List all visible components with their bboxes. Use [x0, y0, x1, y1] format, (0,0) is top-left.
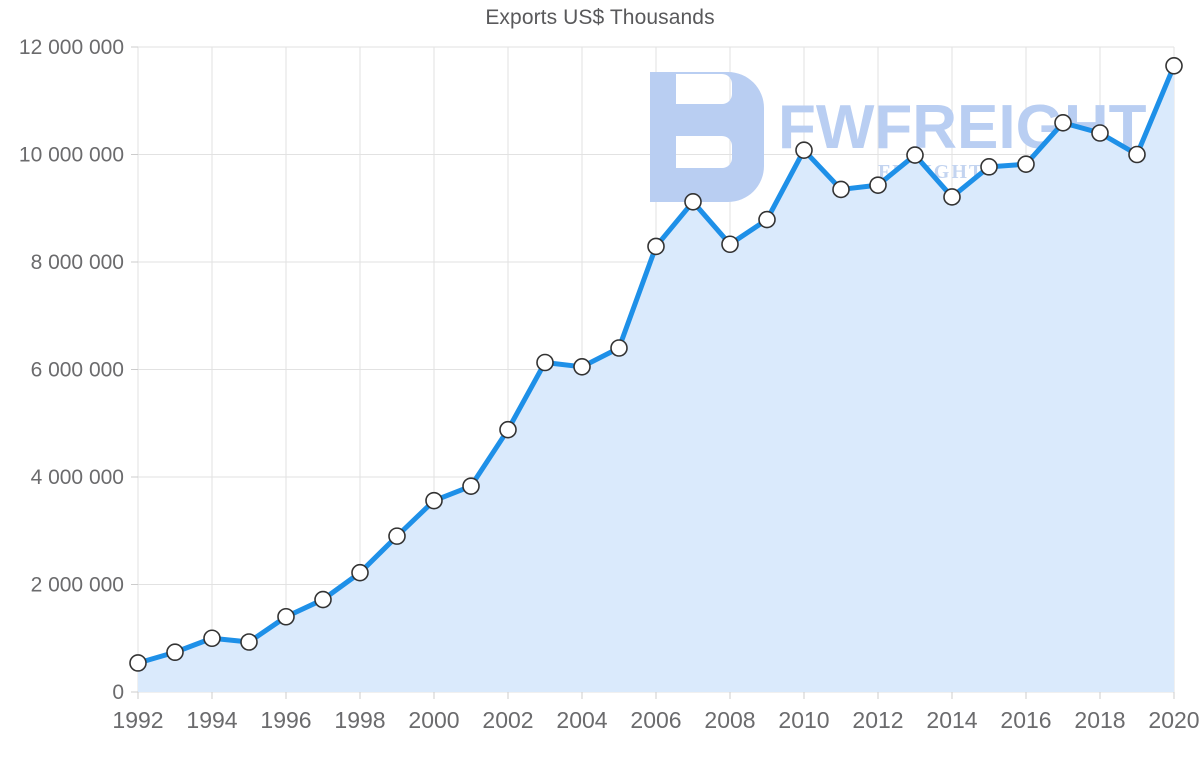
y-tick-label: 4 000 000 — [31, 466, 124, 489]
x-tick-label: 2010 — [778, 707, 829, 733]
x-tick-label: 2012 — [852, 707, 903, 733]
data-point-marker[interactable] — [1017, 155, 1035, 173]
data-point-marker[interactable] — [536, 353, 554, 372]
x-tick-label: 2004 — [556, 707, 607, 733]
data-point-marker[interactable] — [1054, 113, 1072, 132]
data-point-marker[interactable] — [610, 339, 628, 357]
y-axis: 12 000 000 10 000 000 8 000 000 6 000 000 4 … — [19, 36, 138, 704]
data-point-marker[interactable] — [1128, 145, 1146, 164]
data-point-marker[interactable] — [1091, 124, 1109, 142]
data-point-marker[interactable] — [758, 210, 776, 229]
data-point-marker[interactable] — [388, 527, 406, 545]
data-point-marker[interactable] — [203, 629, 221, 648]
area-fill — [138, 65, 1174, 692]
y-tick-label: 8 000 000 — [31, 251, 124, 274]
x-tick-label: 2008 — [704, 707, 755, 733]
x-tick-label: 1996 — [260, 707, 311, 733]
data-point-marker[interactable] — [462, 477, 480, 495]
data-point-marker[interactable] — [425, 491, 443, 510]
data-point-marker[interactable] — [943, 188, 961, 206]
data-point-marker[interactable] — [240, 633, 258, 651]
data-point-marker[interactable] — [573, 358, 591, 376]
y-tick-label: 2 000 000 — [31, 574, 124, 597]
data-point-marker[interactable] — [980, 158, 998, 176]
x-tick-label: 2000 — [408, 707, 459, 733]
data-point-marker[interactable] — [277, 607, 295, 626]
x-tick-label: 1994 — [186, 707, 237, 733]
x-tick-label: 2002 — [482, 707, 533, 733]
data-point-marker[interactable] — [906, 146, 924, 164]
x-tick-label: 1992 — [112, 707, 163, 733]
x-tick-label: 2020 — [1148, 707, 1199, 733]
x-tick-label: 2006 — [630, 707, 681, 733]
data-point-marker[interactable] — [351, 563, 369, 582]
data-markers — [129, 57, 1183, 672]
y-tick-label: 12 000 000 — [19, 36, 124, 59]
series-area — [138, 65, 1174, 692]
chart-title: Exports US$ Thousands — [485, 6, 715, 29]
data-point-marker[interactable] — [647, 237, 665, 256]
x-tick-label: 2018 — [1074, 707, 1125, 733]
x-tick-label: 2016 — [1000, 707, 1051, 733]
x-axis: 1992 1994 1996 1998 2000 2002 2004 2006 2008 2010… — [112, 692, 1200, 733]
data-point-marker[interactable] — [166, 643, 184, 662]
data-point-marker[interactable] — [721, 235, 739, 254]
data-point-marker[interactable] — [869, 176, 887, 194]
data-point-marker[interactable] — [314, 590, 332, 609]
y-tick-label: 10 000 000 — [19, 144, 124, 167]
data-point-marker[interactable] — [832, 180, 850, 199]
data-point-marker[interactable] — [129, 654, 147, 672]
data-point-marker[interactable] — [499, 420, 517, 439]
watermark-logo-icon — [650, 72, 764, 202]
data-point-marker[interactable] — [1165, 57, 1183, 75]
data-point-marker[interactable] — [684, 193, 702, 211]
data-point-marker[interactable] — [795, 141, 813, 159]
x-tick-label: 1998 — [334, 707, 385, 733]
y-tick-label: 6 000 000 — [31, 359, 124, 382]
y-tick-label: 0 — [112, 681, 124, 704]
x-tick-label: 2014 — [926, 707, 977, 733]
